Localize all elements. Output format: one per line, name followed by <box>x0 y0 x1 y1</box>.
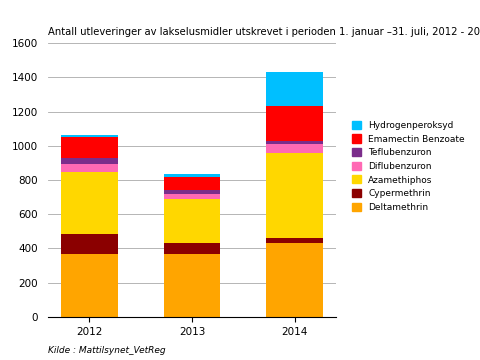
Bar <box>61 164 118 172</box>
Bar <box>61 135 118 137</box>
Bar <box>266 141 323 144</box>
Text: Kilde : Mattilsynet_VetReg: Kilde : Mattilsynet_VetReg <box>48 346 166 355</box>
Bar <box>61 158 118 164</box>
Bar <box>61 137 118 158</box>
Bar <box>164 243 220 253</box>
Bar <box>164 190 220 194</box>
Bar <box>164 199 220 243</box>
Bar <box>266 153 323 238</box>
Bar <box>164 253 220 317</box>
Bar <box>266 238 323 243</box>
Bar <box>266 72 323 107</box>
Bar <box>164 174 220 177</box>
Text: Antall utleveringer av lakselusmidler utskrevet i perioden 1. januar –31. juli, : Antall utleveringer av lakselusmidler ut… <box>48 27 480 37</box>
Legend: Hydrogenperoksyd, Emamectin Benzoate, Teflubenzuron, Diflubenzuron, Azamethiphos: Hydrogenperoksyd, Emamectin Benzoate, Te… <box>352 121 465 212</box>
Bar <box>61 253 118 317</box>
Bar <box>61 234 118 253</box>
Bar <box>164 194 220 199</box>
Bar <box>266 144 323 153</box>
Bar <box>266 243 323 317</box>
Bar <box>164 177 220 190</box>
Bar <box>266 107 323 141</box>
Bar <box>61 172 118 234</box>
